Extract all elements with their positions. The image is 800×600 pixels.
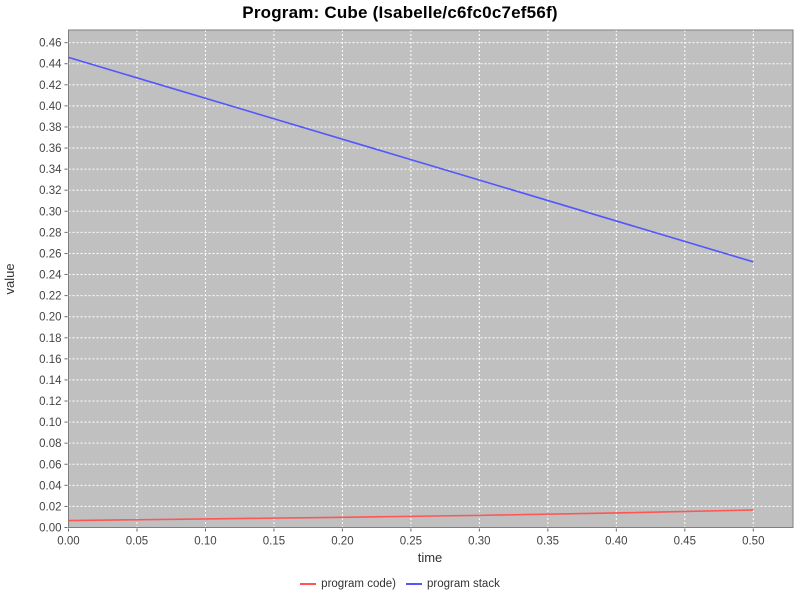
- y-tick-label: 0.16: [39, 354, 61, 366]
- y-tick-label: 0.46: [39, 38, 61, 50]
- plot-background: [68, 30, 793, 528]
- series-line-program-code: [68, 509, 754, 522]
- y-tick-label: 0.08: [39, 438, 61, 450]
- legend-line-swatch: [405, 583, 422, 585]
- x-tick-label: 0.15: [263, 536, 285, 548]
- series-line-program-stack: [68, 56, 754, 263]
- y-tick-label: 0.26: [39, 248, 61, 260]
- x-tick-label: 0.10: [194, 536, 216, 548]
- legend: program code) program stack: [0, 574, 800, 594]
- y-tick-label: 0.42: [39, 80, 61, 92]
- x-tick-label: 0.25: [400, 536, 422, 548]
- y-tick-label: 0.04: [39, 480, 62, 492]
- chart-title: Program: Cube (Isabelle/c6fc0c7ef56f): [242, 3, 558, 22]
- y-tick-label: 0.38: [39, 122, 61, 134]
- x-tick-label: 0.00: [57, 536, 79, 548]
- chart-layers: 0.00 0.02 0.04 0.06 0.08 0.10 0.12 0.14 0.16 0.18…: [39, 29, 794, 548]
- x-tick-label: 0.50: [742, 536, 764, 548]
- legend-label: program stack: [426, 578, 500, 590]
- y-tick-label: 0.28: [39, 227, 61, 239]
- x-axis-title: time: [418, 550, 443, 565]
- x-tick-label: 0.40: [605, 536, 627, 548]
- y-tick-label: 0.00: [39, 523, 61, 535]
- legend-line-swatch: [300, 583, 317, 585]
- y-tick-label: 0.30: [39, 206, 61, 218]
- y-tick-label: 0.14: [39, 375, 62, 387]
- y-tick-label: 0.06: [39, 459, 61, 471]
- x-tick-label: 0.20: [331, 536, 353, 548]
- x-tick-label: 0.45: [674, 536, 696, 548]
- legend-label: program code): [321, 578, 396, 590]
- x-tick-label: 0.30: [468, 536, 490, 548]
- plot-border: [68, 29, 794, 528]
- y-axis-title: value: [2, 263, 17, 294]
- y-tick-label: 0.02: [39, 501, 61, 513]
- y-tick-label: 0.44: [39, 59, 62, 71]
- y-tick-label: 0.24: [39, 270, 62, 282]
- x-tick-label: 0.05: [126, 536, 148, 548]
- legend-item-program-code: program code): [300, 578, 396, 590]
- y-tick-label: 0.36: [39, 143, 61, 155]
- legend-item-program-stack: program stack: [405, 578, 500, 590]
- y-tick-label: 0.40: [39, 101, 61, 113]
- y-tick-label: 0.20: [39, 312, 61, 324]
- y-tick-label: 0.12: [39, 396, 61, 408]
- x-tick-label: 0.35: [537, 536, 559, 548]
- y-tick-label: 0.32: [39, 185, 61, 197]
- y-tick-label: 0.18: [39, 333, 61, 345]
- y-tick-label: 0.34: [39, 164, 62, 176]
- y-tick-label: 0.10: [39, 417, 61, 429]
- y-tick-label: 0.22: [39, 291, 61, 303]
